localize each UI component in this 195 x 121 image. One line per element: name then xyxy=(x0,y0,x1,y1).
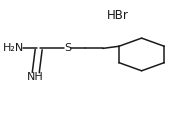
Text: NH: NH xyxy=(26,72,43,82)
Text: HBr: HBr xyxy=(106,9,128,22)
Text: H₂N: H₂N xyxy=(3,43,24,53)
Text: S: S xyxy=(64,43,71,53)
